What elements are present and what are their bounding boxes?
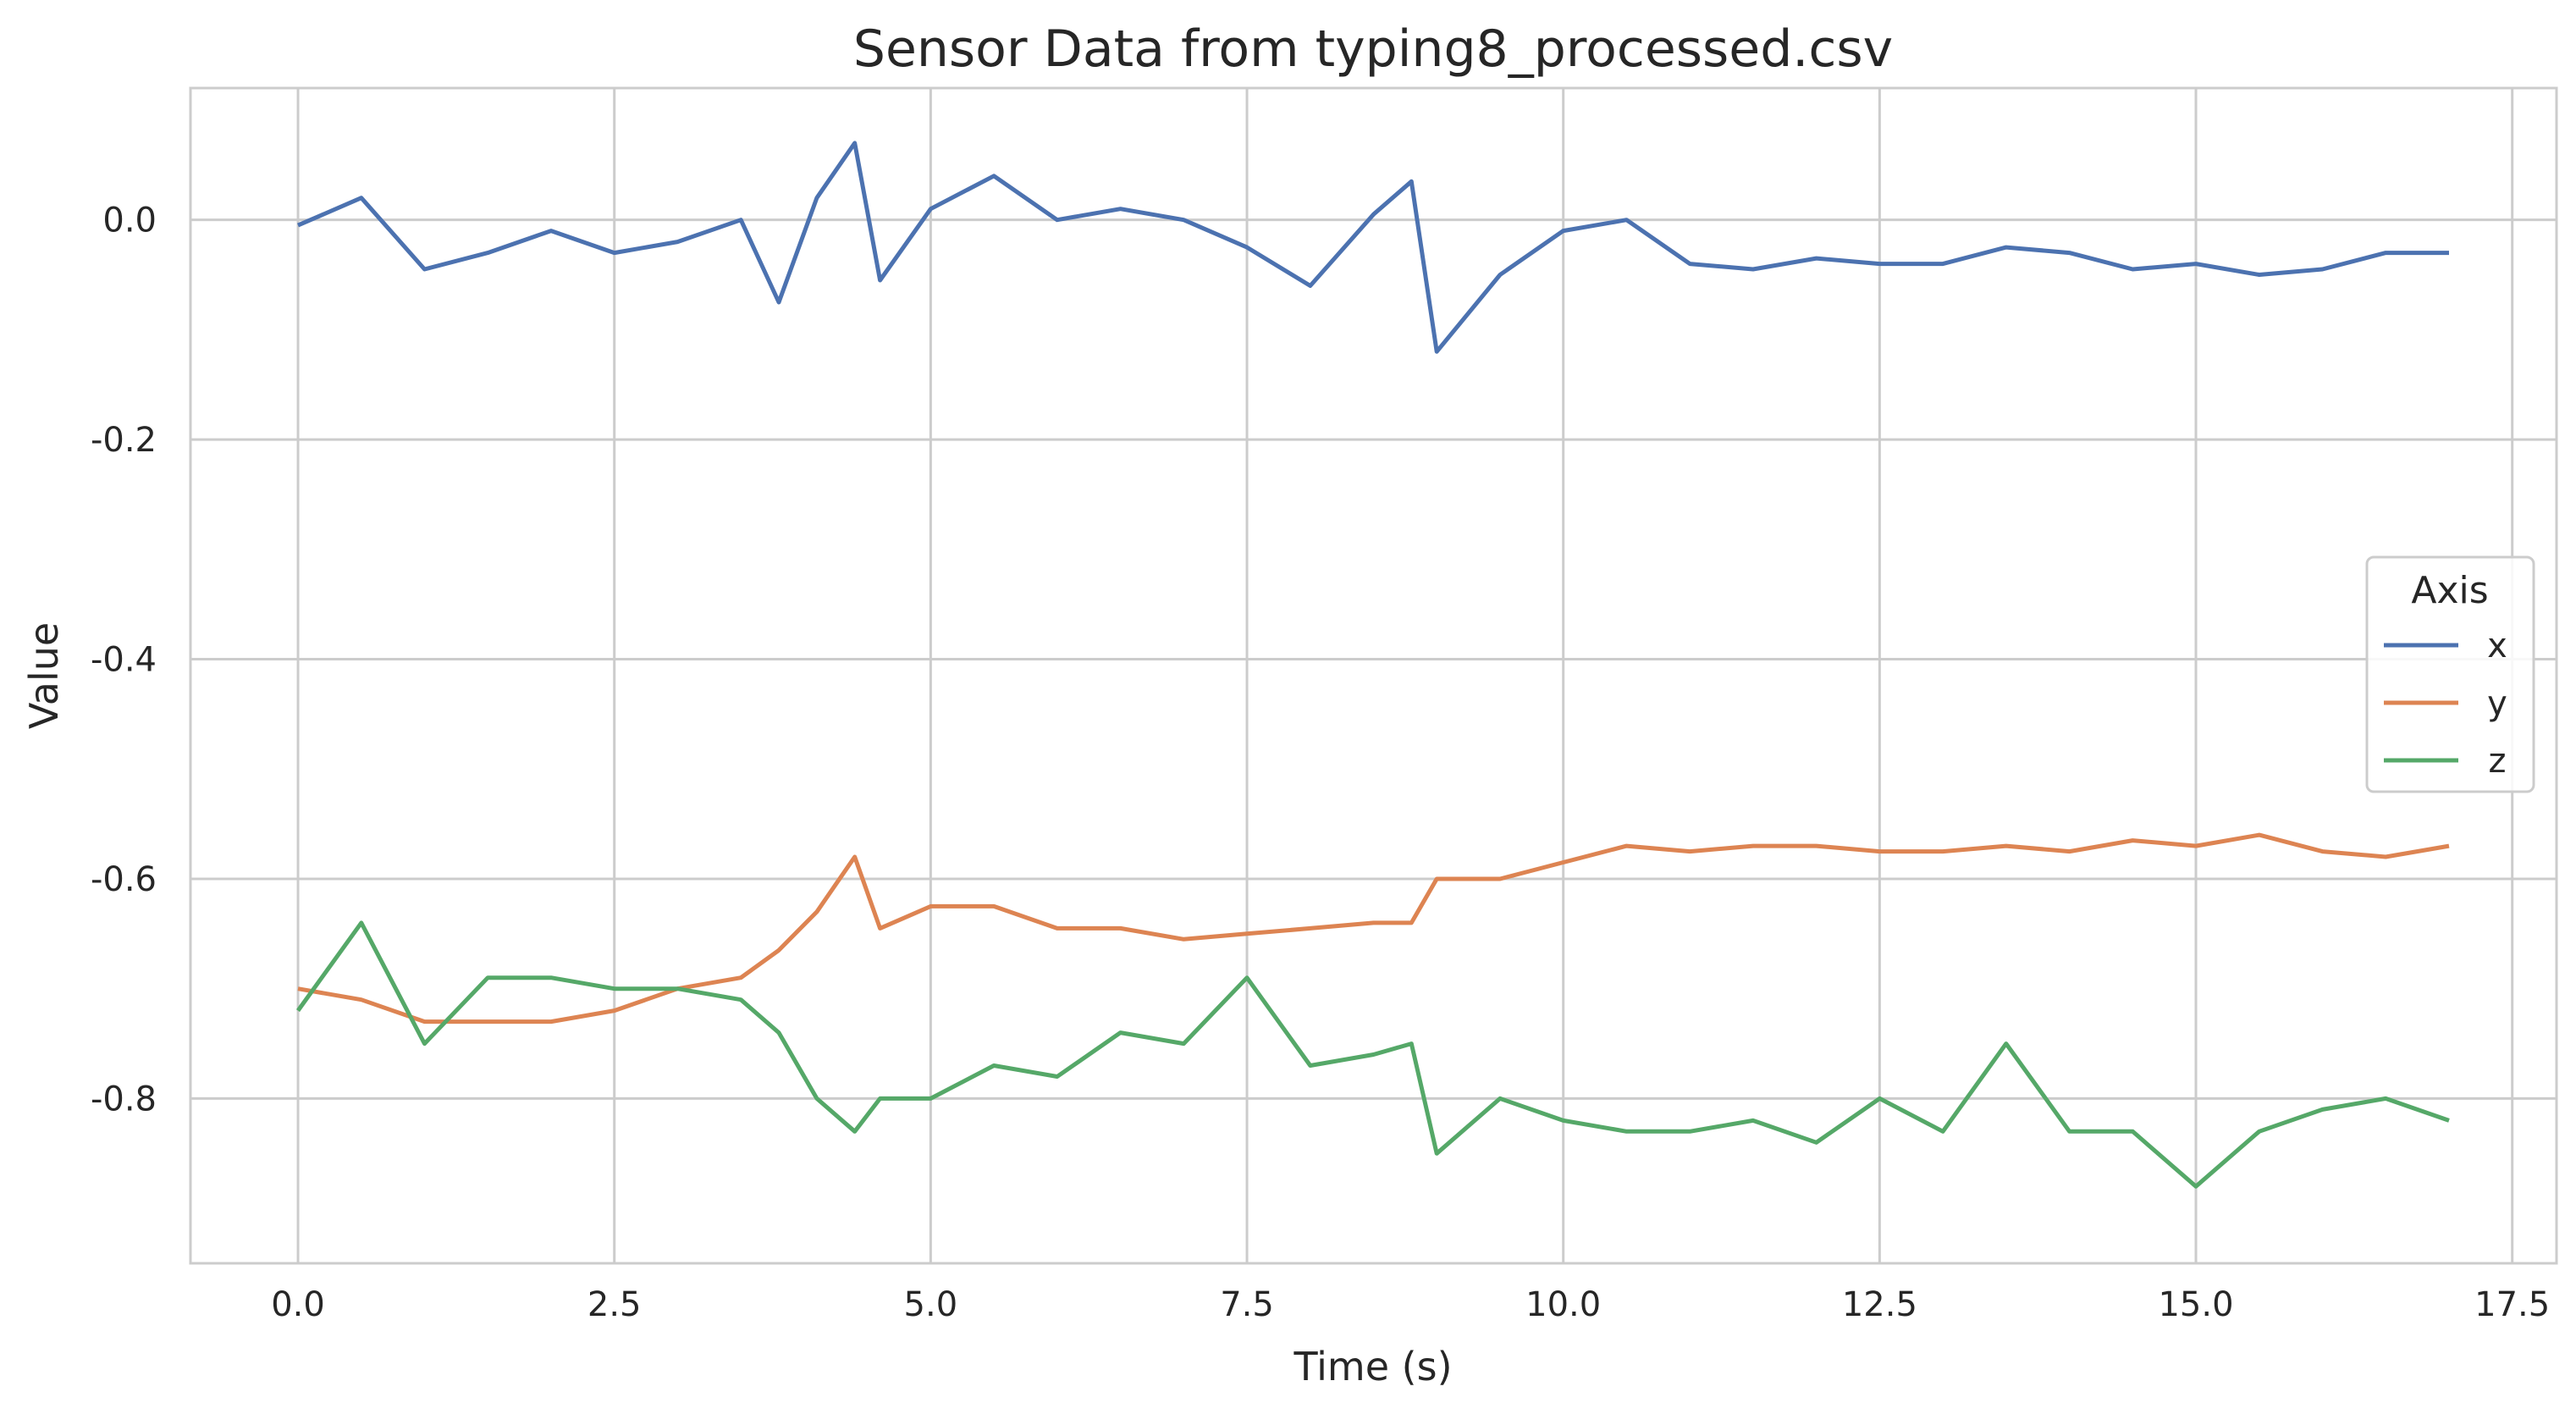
y-tick-label: -0.4 [91, 641, 157, 680]
legend-label-y: y [2487, 684, 2507, 723]
plot-background [189, 86, 2558, 1265]
x-tick-label: 12.5 [1842, 1285, 1917, 1324]
legend-items: xyz [2384, 627, 2507, 781]
y-tick-label: -0.6 [91, 860, 157, 899]
x-tick-label: 15.0 [2158, 1285, 2233, 1324]
x-axis-title: Time (s) [1293, 1344, 1452, 1389]
x-tick-label: 7.5 [1220, 1285, 1274, 1324]
legend-label-x: x [2487, 627, 2507, 666]
y-axis-title: Value [21, 622, 67, 729]
x-tick-label: 10.0 [1525, 1285, 1601, 1324]
grid [190, 88, 2557, 1263]
legend-box [2365, 555, 2535, 793]
x-axis: 0.0 2.5 5.0 7.5 10.0 12.5 15.0 17.5 [271, 1285, 2550, 1324]
legend: Axis xyz [2365, 555, 2535, 793]
chart-title: Sensor Data from typing8_processed.csv [853, 19, 1893, 79]
legend-title: Axis [2411, 569, 2488, 612]
series-layer [295, 141, 2450, 1189]
y-axis: 0.0 -0.2 -0.4 -0.6 -0.8 [91, 202, 157, 1119]
x-tick-label: 5.0 [904, 1285, 958, 1324]
legend-label-z: z [2489, 742, 2507, 781]
x-tick-label: 2.5 [587, 1285, 642, 1324]
y-tick-label: 0.0 [102, 202, 157, 240]
series-line-x [297, 141, 2449, 354]
y-tick-label: -0.8 [91, 1080, 157, 1118]
series-line-y [297, 832, 2450, 1025]
x-tick-label: 17.5 [2474, 1285, 2550, 1324]
series-line-z [295, 920, 2450, 1189]
x-tick-label: 0.0 [271, 1285, 325, 1324]
y-tick-label: -0.2 [91, 421, 157, 460]
